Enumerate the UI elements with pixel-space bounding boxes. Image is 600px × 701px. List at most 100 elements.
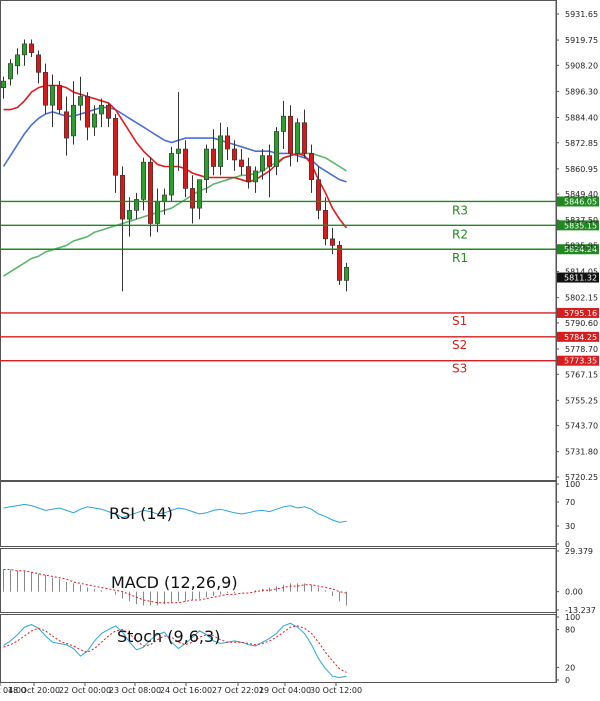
price-tick-label: 5872.85 xyxy=(565,139,598,148)
price-tick-label: 5778.70 xyxy=(565,345,598,354)
level-price-box xyxy=(557,307,599,318)
candle-body xyxy=(15,54,21,67)
time-tick-label: 24 Oct 16:00 xyxy=(160,686,212,695)
rsi-label: RSI (14) xyxy=(109,504,173,523)
candle-body xyxy=(49,85,55,106)
candle-body xyxy=(266,155,272,167)
candle xyxy=(308,144,314,193)
candle-body xyxy=(246,166,252,183)
candle-body xyxy=(169,153,175,196)
candle xyxy=(294,118,300,163)
price-tick-label: 5755.25 xyxy=(565,396,598,405)
candle-body xyxy=(232,148,238,161)
candle xyxy=(343,262,349,292)
candle xyxy=(280,100,286,150)
level-price-box xyxy=(557,196,599,207)
candle-body xyxy=(253,170,259,183)
candle-body xyxy=(280,115,286,132)
candle xyxy=(15,48,21,75)
candle xyxy=(336,241,342,285)
price-tick-label: 5743.70 xyxy=(565,422,598,431)
candle-body xyxy=(141,161,147,200)
candle xyxy=(127,197,133,237)
candle-body xyxy=(190,188,196,209)
candle xyxy=(176,92,182,171)
price-tick-label: 5802.15 xyxy=(565,294,598,303)
candle-body xyxy=(211,148,217,167)
macd-pane-tick-label: 29.379 xyxy=(565,547,593,556)
level-price-tag: 5835.15 xyxy=(564,221,597,230)
price-tick-label: 5884.40 xyxy=(565,113,598,122)
level-price-box xyxy=(557,355,599,366)
candle xyxy=(28,39,34,58)
rsi-pane-tick-label: 30 xyxy=(565,522,575,531)
candle xyxy=(35,50,41,84)
candle xyxy=(183,140,189,198)
price-tick-label: 5931.65 xyxy=(565,10,598,19)
candle-body xyxy=(287,115,293,154)
candle xyxy=(239,149,245,176)
level-price-box xyxy=(557,244,599,255)
time-tick-label: 29 Oct 04:00 xyxy=(259,686,311,695)
stoch-pane-frame xyxy=(0,614,557,683)
level-price-box xyxy=(557,220,599,231)
candle xyxy=(106,103,112,128)
current-price-tag: 5811.32 xyxy=(564,274,597,283)
candle xyxy=(225,127,231,160)
level-price-tag: 5773.35 xyxy=(564,357,597,366)
candle-body xyxy=(176,148,182,154)
candle xyxy=(246,157,252,189)
candle-body xyxy=(85,96,91,128)
price-tick-label: 5860.95 xyxy=(565,165,598,174)
candle xyxy=(315,166,321,220)
price-tick-label: 5814.05 xyxy=(565,268,598,277)
rsi-pane-tick-label: 0 xyxy=(565,540,570,549)
levels-layer: R3 5846.05 R2 5835.15 R1 5824.24 S1 5795.16 S2 57… xyxy=(0,196,599,376)
candle-body xyxy=(273,131,279,167)
stoch-pane-tick-label: 80 xyxy=(565,626,575,635)
time-tick-label: 22 Oct 00:00 xyxy=(59,686,111,695)
level-price-tag: 5795.16 xyxy=(564,309,597,318)
candle-body xyxy=(127,210,133,220)
candle-body xyxy=(322,210,328,240)
candle-body xyxy=(8,63,14,80)
candle xyxy=(287,105,293,167)
candle-body xyxy=(204,148,210,180)
candle-body xyxy=(225,135,231,150)
candle-body xyxy=(148,161,154,224)
candle xyxy=(148,157,154,237)
time-tick-label: 18 Oct 04:00 xyxy=(0,686,26,695)
candle-body xyxy=(155,201,161,224)
macd-pane: 29.379 0.00 -13.237 MACD (12,26,9) xyxy=(0,547,596,615)
candle xyxy=(92,105,98,136)
candle xyxy=(0,76,7,99)
candle-body xyxy=(64,111,70,139)
candle-body xyxy=(197,179,203,209)
price-tick-label: 5908.20 xyxy=(565,61,598,70)
price-tick-label: 5837.50 xyxy=(565,216,598,225)
time-tick-label: 30 Oct 12:00 xyxy=(310,686,362,695)
macd-pane-frame xyxy=(0,548,557,613)
level-label-s2: S2 xyxy=(452,338,467,352)
candle-body xyxy=(28,43,34,53)
rsi-pane: 100 70 30 0 RSI (14) xyxy=(0,480,580,549)
candle xyxy=(42,63,48,114)
time-tick-label: 23 Oct 08:00 xyxy=(109,686,161,695)
candle xyxy=(56,81,62,114)
candle-body xyxy=(21,43,27,56)
candle xyxy=(49,74,55,128)
candle-body xyxy=(134,199,140,211)
level-price-tag: 5784.25 xyxy=(564,333,597,342)
price-tick-label: 5849.40 xyxy=(565,190,598,199)
stoch-pane-tick-label: 0 xyxy=(565,676,570,685)
level-label-r1: R1 xyxy=(452,251,468,265)
price-tick-label: 5896.30 xyxy=(565,87,598,96)
candle xyxy=(273,127,279,176)
stoch-pane: 100 80 20 0 Stoch (9,6,3) xyxy=(0,613,580,685)
price-axis: 5931.65 5919.75 5908.20 5896.30 5884.40 5872.… xyxy=(556,10,598,482)
price-tick-label: 5825.95 xyxy=(565,242,598,251)
stoch-signal-line xyxy=(3,625,347,673)
candle-body xyxy=(71,104,77,137)
